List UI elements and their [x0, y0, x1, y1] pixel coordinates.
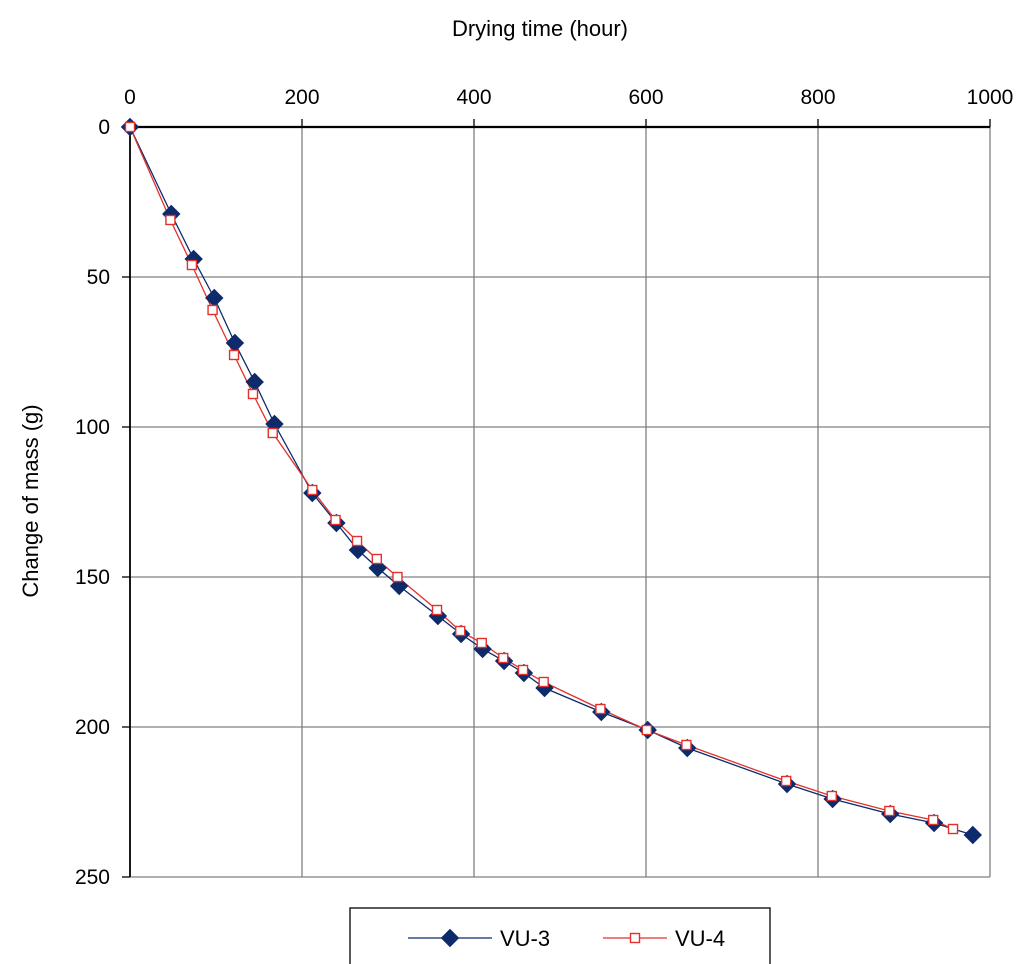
y-tick-label: 150	[75, 566, 110, 589]
data-point-vu-4	[884, 805, 895, 817]
data-point-vu-4	[165, 214, 176, 226]
y-tick-label: 250	[75, 866, 110, 889]
data-point-vu-4	[517, 664, 529, 676]
data-point-vu-4	[307, 484, 318, 496]
data-point-vu-4	[267, 427, 278, 439]
x-axis-title: Drying time (hour)	[452, 16, 628, 41]
data-point-vu-4	[228, 349, 240, 361]
data-point-vu-4	[207, 304, 218, 316]
legend-marker-symbol-vu-3	[440, 928, 460, 948]
data-point-vu-4	[186, 259, 198, 271]
data-point-vu-4	[247, 388, 259, 400]
data-point-vu-3	[245, 372, 264, 392]
data-point-vu-4	[476, 637, 487, 649]
x-tick-label: 200	[284, 86, 319, 109]
y-ticks: 0 50 100 150 200 250	[75, 116, 130, 889]
y-axis-title: Change of mass (g)	[18, 404, 43, 597]
data-point-vu-4	[641, 724, 653, 736]
legend-marker-symbol-vu-4	[629, 932, 641, 944]
x-ticks: 0 200 400 600 800 1000	[124, 86, 1013, 127]
series-lines	[129, 126, 973, 836]
data-point-vu-4	[431, 604, 443, 616]
series-markers	[120, 117, 983, 845]
data-point-vu-4	[498, 652, 509, 664]
x-tick-label: 0	[124, 86, 136, 109]
x-tick-label: 1000	[967, 86, 1014, 109]
legend: VU-3 VU-4	[349, 907, 771, 964]
x-tick-label: 600	[628, 86, 663, 109]
data-point-vu-4	[826, 790, 837, 802]
data-point-vu-4	[780, 775, 792, 787]
legend-label-vu-3: VU-3	[500, 926, 550, 951]
y-tick-label: 200	[75, 716, 110, 739]
x-tick-label: 800	[800, 86, 835, 109]
series-line-vu-3	[129, 126, 973, 836]
data-point-vu-3	[225, 333, 245, 353]
data-point-vu-3	[963, 825, 983, 845]
data-point-vu-4	[538, 676, 549, 688]
y-tick-label: 100	[75, 416, 110, 439]
data-point-vu-4	[455, 625, 466, 637]
y-tick-label: 50	[87, 266, 110, 289]
legend-box	[349, 907, 771, 964]
data-point-vu-4	[392, 571, 403, 583]
data-point-vu-4	[681, 739, 692, 751]
data-point-vu-4	[330, 514, 341, 526]
data-point-vu-4	[371, 553, 383, 565]
legend-marker-vu-3	[440, 928, 460, 948]
data-point-vu-4	[351, 535, 363, 547]
series-line-vu-4	[129, 126, 954, 830]
data-point-vu-3	[205, 288, 224, 308]
grid	[129, 125, 991, 878]
data-point-vu-4	[928, 814, 939, 826]
legend-label-vu-4: VU-4	[675, 926, 725, 951]
data-point-vu-4	[947, 823, 959, 835]
data-point-vu-4	[124, 121, 136, 133]
x-tick-label: 400	[456, 86, 491, 109]
legend-marker-vu-4	[629, 932, 641, 944]
data-point-vu-4	[595, 703, 606, 715]
y-tick-label: 0	[98, 116, 110, 139]
